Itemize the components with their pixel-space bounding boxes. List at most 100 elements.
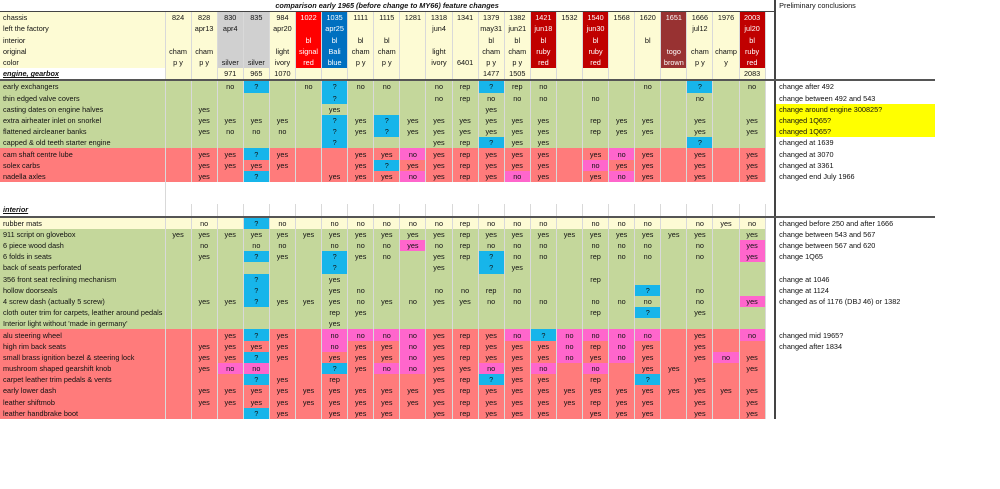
value-cell: yes [399, 228, 427, 240]
value-cell: no [608, 295, 636, 308]
header-cell: Bali [321, 45, 349, 57]
value-cell [399, 407, 427, 419]
engine-number-cell [660, 204, 688, 218]
value-cell: yes [634, 363, 662, 375]
value-cell [712, 137, 740, 149]
value-cell [660, 295, 688, 308]
value-cell [712, 148, 740, 160]
spacer-cell [765, 148, 776, 160]
value-cell: yes [191, 385, 218, 397]
value-cell: no [686, 284, 714, 296]
value-cell: rep [321, 374, 349, 386]
value-cell: yes [712, 216, 740, 229]
feature-label: casting dates on engine halves [0, 103, 166, 115]
value-cell [608, 262, 636, 274]
value-cell: yes [217, 340, 244, 352]
conclusion-cell [774, 34, 936, 46]
value-cell [634, 137, 662, 149]
value-cell [712, 329, 740, 341]
value-cell [295, 114, 323, 127]
value-cell [295, 251, 323, 263]
value-cell [165, 216, 192, 229]
value-cell: yes [478, 385, 505, 397]
value-cell [295, 170, 323, 182]
value-cell [425, 273, 453, 285]
value-cell: yes [399, 239, 427, 252]
value-cell [295, 239, 323, 252]
value-cell [660, 239, 688, 252]
header-cell [347, 23, 375, 35]
value-cell [165, 273, 192, 285]
feature-label: solex carbs [0, 159, 166, 171]
feature-row: extra airheater inlet on snorkel yes yes ye… [0, 114, 936, 127]
value-cell: ? [321, 137, 349, 149]
header-cell: p y [347, 56, 375, 69]
value-cell [660, 407, 688, 419]
value-cell: rep [478, 284, 505, 296]
engine-number-cell [660, 68, 688, 82]
feature-label: flattened aircleaner banks [0, 126, 166, 138]
value-cell [243, 103, 270, 115]
header-cell: 1281 [399, 11, 427, 24]
header-cell: 1111 [347, 11, 375, 24]
value-cell: yes [425, 126, 453, 138]
spacer-cell [765, 103, 776, 115]
value-cell: yes [634, 228, 662, 240]
value-cell: yes [660, 228, 688, 240]
header-cell: bl [530, 34, 557, 46]
value-cell: no [269, 216, 296, 229]
value-cell: yes [634, 114, 662, 127]
value-cell: yes [582, 170, 610, 182]
value-cell: no [478, 216, 505, 229]
value-cell [556, 307, 584, 319]
value-cell: yes [686, 351, 714, 363]
value-cell: yes [191, 159, 218, 171]
value-cell [399, 137, 427, 149]
value-cell [739, 318, 766, 330]
header-cell: apr20 [269, 23, 296, 35]
value-cell [712, 318, 740, 330]
value-cell [556, 159, 584, 171]
conclusion-cell: changed mid 1965? [774, 329, 936, 341]
value-cell: yes [191, 396, 218, 408]
value-cell: no [582, 159, 610, 171]
value-cell [269, 318, 296, 330]
value-cell: rep [582, 374, 610, 386]
header-cell: champ [712, 45, 740, 57]
engine-number-cell: 2083 [739, 68, 766, 82]
value-cell: yes [739, 407, 766, 419]
value-cell: yes [608, 396, 636, 408]
engine-number-cell: 971 [217, 68, 244, 82]
header-cell: ruby [530, 45, 557, 57]
value-cell [739, 374, 766, 386]
value-cell: yes [504, 137, 531, 149]
value-cell [217, 407, 244, 419]
feature-label: back of seats perforated [0, 262, 166, 274]
value-cell: no [686, 92, 714, 104]
header-cell: 830 [217, 11, 244, 24]
spacer-cell [765, 307, 776, 319]
feature-row: hollow doorseals? yes no no no rep no? no change… [0, 284, 936, 296]
value-cell [165, 329, 192, 341]
value-cell: yes [425, 159, 453, 171]
value-cell: yes [373, 351, 401, 363]
value-cell: yes [530, 385, 557, 397]
value-cell: yes [217, 396, 244, 408]
engine-number-cell [399, 204, 427, 218]
feature-label: capped & old teeth starter engine [0, 137, 166, 149]
value-cell: yes [634, 159, 662, 171]
feature-row: solex carbs yes yes yes yes yes? yes yes rep yes y… [0, 159, 936, 171]
engine-number-cell [556, 204, 584, 218]
value-cell: yes [347, 396, 375, 408]
value-cell [556, 284, 584, 296]
header-cell: togo [660, 45, 688, 57]
value-cell: yes [582, 385, 610, 397]
value-cell [686, 318, 714, 330]
value-cell: no [634, 295, 662, 308]
value-cell: rep [582, 307, 610, 319]
value-cell: ? [478, 80, 505, 93]
header-cell: red [739, 56, 766, 69]
value-cell [347, 262, 375, 274]
value-cell [165, 170, 192, 182]
